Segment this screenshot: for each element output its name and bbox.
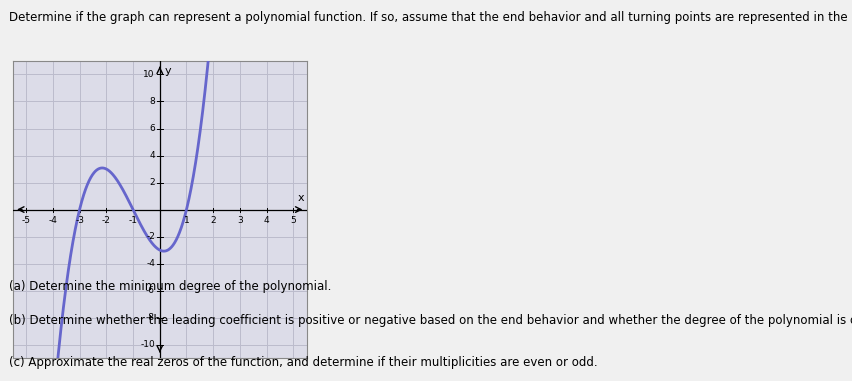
Text: -1: -1 [129,216,137,225]
Text: -3: -3 [75,216,84,225]
Text: -10: -10 [141,340,155,349]
Text: -2: -2 [146,232,155,241]
Text: x: x [298,194,305,203]
Text: 1: 1 [183,216,189,225]
Text: y: y [164,66,171,76]
Text: -8: -8 [146,313,155,322]
Text: 6: 6 [149,124,155,133]
Text: 8: 8 [149,97,155,106]
Text: -5: -5 [21,216,31,225]
Text: (c) Approximate the real zeros of the function, and determine if their multiplic: (c) Approximate the real zeros of the fu… [9,356,597,369]
Text: 2: 2 [149,178,155,187]
Text: 4: 4 [264,216,269,225]
Text: -6: -6 [146,286,155,295]
Text: 10: 10 [143,70,155,79]
Text: -2: -2 [102,216,111,225]
Text: -4: -4 [49,216,57,225]
Text: 5: 5 [291,216,296,225]
Text: (b) Determine whether the leading coefficient is positive or negative based on t: (b) Determine whether the leading coeffi… [9,314,852,327]
Text: 3: 3 [237,216,243,225]
Text: Determine if the graph can represent a polynomial function. If so, assume that t: Determine if the graph can represent a p… [9,11,852,24]
Text: -4: -4 [146,259,155,268]
Text: (a) Determine the minimum degree of the polynomial.: (a) Determine the minimum degree of the … [9,280,331,293]
Text: 2: 2 [210,216,216,225]
Text: 4: 4 [149,151,155,160]
